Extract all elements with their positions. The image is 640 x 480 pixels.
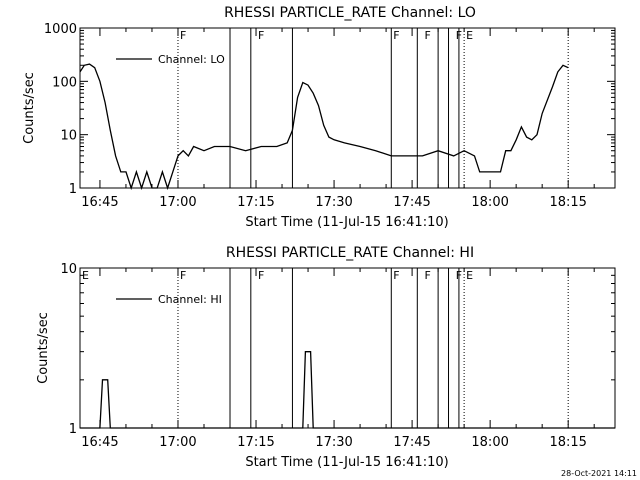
flag-letter-lo: F: [456, 29, 462, 42]
plot-frame-lo: [79, 27, 616, 189]
x-axis-label-hi: Start Time (11-Jul-15 16:41:10): [245, 455, 448, 470]
x-tick-label-hi: 16:45: [81, 435, 118, 450]
panel-hi: RHESSI PARTICLE_RATE Channel: HI Start T…: [36, 245, 616, 470]
x-tick-label-lo: 17:30: [315, 195, 352, 210]
flag-letter-hi: F: [180, 269, 186, 282]
chart-title-hi: RHESSI PARTICLE_RATE Channel: HI: [226, 245, 474, 261]
x-tick-label-lo: 17:15: [237, 195, 274, 210]
flag-letter-lo: F: [258, 29, 264, 42]
x-tick-label-hi: 18:15: [549, 435, 586, 450]
y-tick-label-lo: 10: [60, 129, 77, 144]
flag-letter-hi: F: [393, 269, 399, 282]
x-tick-label-lo: 16:45: [81, 195, 118, 210]
x-tick-label-lo: 17:45: [393, 195, 430, 210]
flag-letter-hi: F: [425, 269, 431, 282]
y-axis-label-lo: Counts/sec: [22, 72, 37, 144]
y-tick-label-hi: 10: [60, 262, 77, 277]
x-tick-label-lo: 18:00: [471, 195, 508, 210]
y-tick-label-hi: 1: [69, 422, 77, 437]
y-axis-label-hi: Counts/sec: [36, 312, 51, 384]
flag-letter-hi: F: [456, 269, 462, 282]
chart-title-lo: RHESSI PARTICLE_RATE Channel: LO: [224, 5, 476, 21]
flag-letter-lo: F: [393, 29, 399, 42]
x-tick-label-hi: 17:45: [393, 435, 430, 450]
flag-letter-lo: E: [466, 29, 473, 42]
flag-letter-hi: E: [466, 269, 473, 282]
flag-letter-lo: F: [180, 29, 186, 42]
x-tick-label-hi: 17:00: [159, 435, 196, 450]
legend-label-hi: Channel: HI: [158, 293, 222, 306]
flag-letter-hi: F: [258, 269, 264, 282]
x-tick-label-hi: 17:30: [315, 435, 352, 450]
legend-label-lo: Channel: LO: [158, 53, 225, 66]
y-tick-label-lo: 1000: [44, 22, 77, 37]
series-line-hi: [80, 351, 615, 429]
x-tick-label-lo: 17:00: [159, 195, 196, 210]
x-axis-label-lo: Start Time (11-Jul-15 16:41:10): [245, 215, 448, 230]
flag-letter-lo: F: [425, 29, 431, 42]
y-tick-label-lo: 100: [52, 75, 77, 90]
plot-frame-hi: [79, 267, 616, 429]
panel-lo: RHESSI PARTICLE_RATE Channel: LO Start T…: [22, 5, 616, 230]
series-line-lo: [79, 63, 569, 191]
x-tick-label-hi: 18:00: [471, 435, 508, 450]
x-tick-label-lo: 18:15: [549, 195, 586, 210]
x-tick-label-hi: 17:15: [237, 435, 274, 450]
y-tick-label-lo: 1: [69, 182, 77, 197]
flag-letter-hi: E: [82, 269, 89, 282]
footer-date: 28-Oct-2021 14:11: [561, 469, 637, 478]
